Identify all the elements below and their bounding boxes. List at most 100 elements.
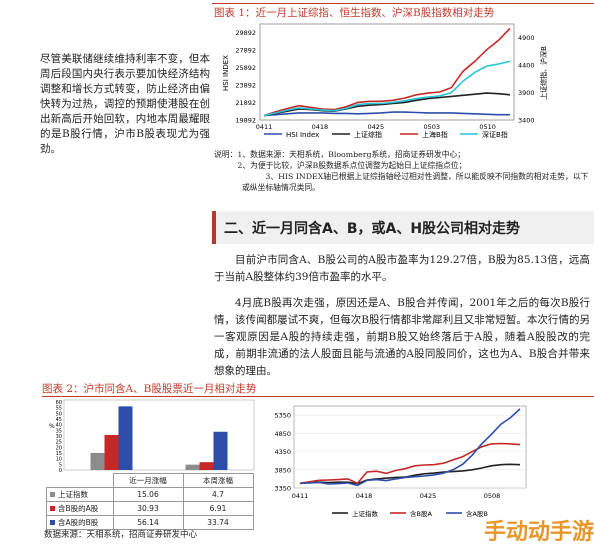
figure1-left-tick: 25892: [235, 64, 256, 72]
bar-y-tick: 10: [56, 457, 62, 463]
line2-y-tick: 4850: [274, 430, 291, 438]
line2-y-tick: 3850: [274, 466, 291, 474]
bar-table-series-3-label: 含A股的B股: [58, 518, 99, 527]
bar: [90, 452, 105, 470]
bar: [118, 406, 133, 470]
figure1-legend-label: 上海B指: [422, 130, 448, 139]
line-chart-2: 5350 4850 4350 3850 3350 0411 0418 0425 0508 上证…: [274, 405, 527, 518]
bar-table-cell: 30.93: [112, 501, 184, 516]
bar-table-row: 含A股的B股 56.14 33.74: [46, 515, 254, 530]
figure2-source: 数据来源：天相系统，招商证券研发中心: [44, 530, 198, 540]
bar-table-cell: 33.74: [182, 515, 254, 530]
figure1-left-axis-label: HSI INDEX: [222, 55, 230, 91]
figure1-series-line: [263, 60, 511, 117]
figure1-series-line: [263, 111, 510, 117]
figure1-legend-label: 深证B指: [482, 130, 508, 139]
bar-table-cell: 4.7: [182, 487, 254, 502]
figure1-x-tick: 0503: [423, 123, 440, 131]
figure1-x-tick: 0510: [479, 123, 496, 131]
figure1-note-3: 3、HIS INDEX轴已根据上证综指轴经过相对性调整，所以能反映不同指数的相对…: [242, 172, 589, 192]
figure1-series-line: [263, 92, 511, 117]
line2-series-line: [299, 442, 521, 485]
bar-y-tick: 20: [56, 445, 62, 451]
bar-y-tick: 30: [56, 434, 62, 440]
bar-table-series-1-label: 上证指数: [58, 490, 88, 499]
bar: [199, 462, 214, 470]
bar-y-tick: 45: [56, 417, 62, 423]
bar-table-cat-1: 近一月涨幅: [112, 473, 184, 488]
swatch-gray: [50, 492, 55, 497]
figure1-right-axis-label: 上证综指、沪深B: [539, 46, 548, 100]
figure1-x-tick: 0411: [256, 123, 273, 131]
bar-y-tick: 15: [56, 451, 62, 457]
bar-table-series-2: 含B股的A股: [46, 501, 114, 516]
figure1-series-line: [263, 27, 511, 117]
bar: [213, 431, 228, 470]
bar-table-series-1: 上证指数: [46, 487, 114, 502]
watermark-logo: 手动动手游: [484, 520, 594, 545]
swatch-blue: [50, 520, 55, 525]
figure2-rule: [42, 396, 594, 397]
bar-y-tick: 50: [56, 411, 62, 417]
figure1-right-tick: 3900: [518, 89, 535, 97]
paragraph-1: 目前沪市同含A、B股公司的A股市盈率为129.27倍，B股为85.13倍，远高于…: [214, 254, 590, 283]
bar: [185, 464, 200, 470]
figure1-notes: 说明：1、数据来源：天相系统，Bloomberg系统，招商证券研发中心； 2、为…: [214, 149, 590, 193]
line2-x-tick: 0411: [292, 492, 309, 500]
bar-y-tick: 40: [56, 423, 62, 429]
bar-table-cat-2: 本周涨幅: [182, 473, 254, 488]
bar-chart-ylabel: %: [49, 423, 55, 430]
side-paragraph: 尽管美联储继续维持利率不变，但本周后段国内央行表示要加快经济结构调整和增长方式转…: [40, 53, 210, 155]
figure1-note-1: 说明：1、数据来源：天相系统，Bloomberg系统，招商证券研发中心；: [214, 150, 466, 159]
figure1-rule: [212, 3, 594, 4]
figure1-note-2: 2、为便于比较，沪深B股数据系点位调整为起始日上证综指点位；: [214, 161, 467, 170]
line2-y-tick: 4350: [274, 448, 291, 456]
figure1-right-tick: 4400: [518, 62, 535, 70]
figure1-left-tick: 29892: [235, 29, 256, 37]
line2-x-tick: 0508: [484, 492, 501, 500]
figure1-left-tick: 21892: [235, 99, 256, 107]
line2-x-tick: 0425: [420, 492, 437, 500]
figure1-legend-label: 上证综指: [354, 130, 382, 139]
figure1-plot-frame: [259, 23, 515, 121]
figure2-title: 图表 2：沪市同含A、B股股票近一月相对走势: [42, 383, 257, 395]
line2-series-line: [299, 408, 521, 487]
line2-legend-label: 含B股A: [410, 509, 432, 518]
line2-series-line: [299, 463, 521, 485]
figure1-x-tick: 0418: [312, 123, 329, 131]
bar-table-row: 上证指数 15.06 4.7: [46, 487, 254, 502]
section-title: 二、近一月同含A、B，或A、H股公司相对走势: [224, 221, 521, 237]
line2-y-tick: 5350: [274, 412, 291, 420]
figure1-left-tick: 27892: [235, 47, 256, 55]
line2-y-tick: 3350: [274, 485, 291, 493]
paragraph-2: 4月底B股再次走强，原因还是A、B股合并传闻，2001年之后的每次B股行情，该传…: [214, 297, 590, 377]
bar-data-table: 近一月涨幅 本周涨幅 上证指数 15.06 4.7 含B股的A股 30.93 6…: [46, 473, 254, 530]
figure1-chart: 29892 27892 25892 23892 21892 19892 4900 4400 3…: [222, 23, 548, 139]
bar-table-row: 含B股的A股 30.93 6.91: [46, 501, 254, 516]
bar-table-cell: 6.91: [182, 501, 254, 516]
bar-table-cell: 15.06: [112, 487, 184, 502]
section-accent-bar: [212, 211, 216, 244]
figure1-left-tick: 19892: [235, 117, 256, 125]
figure1-right-tick: 4900: [518, 34, 535, 42]
bar-table-series-2-label: 含B股的A股: [58, 504, 99, 513]
figure1-title: 图表 1：近一月上证综指、恒生指数、沪深B股指数相对走势: [214, 7, 495, 19]
bar-y-tick: 60: [56, 400, 62, 406]
figure1-left-tick: 23892: [235, 82, 256, 90]
swatch-red: [50, 506, 55, 511]
bar-y-tick: 35: [56, 428, 62, 434]
bar-table-header: 近一月涨幅 本周涨幅: [46, 473, 254, 488]
figure1-x-tick: 0425: [368, 123, 385, 131]
line2-legend-label: 含A股B: [466, 509, 488, 518]
bar-y-tick: 0: [59, 468, 62, 474]
section-header: 二、近一月同含A、B，或A、H股公司相对走势: [212, 211, 594, 244]
bar: [104, 434, 119, 470]
figure1-legend-label: HSI Index: [286, 131, 319, 139]
bar-y-tick: 5: [59, 462, 62, 468]
bar-y-tick: 25: [56, 440, 62, 446]
bar-table-corner: [46, 473, 114, 488]
figure1-right-tick: 3400: [518, 117, 535, 125]
bar-y-tick: 55: [56, 406, 62, 412]
line2-legend-label: 上证指数: [352, 509, 379, 518]
